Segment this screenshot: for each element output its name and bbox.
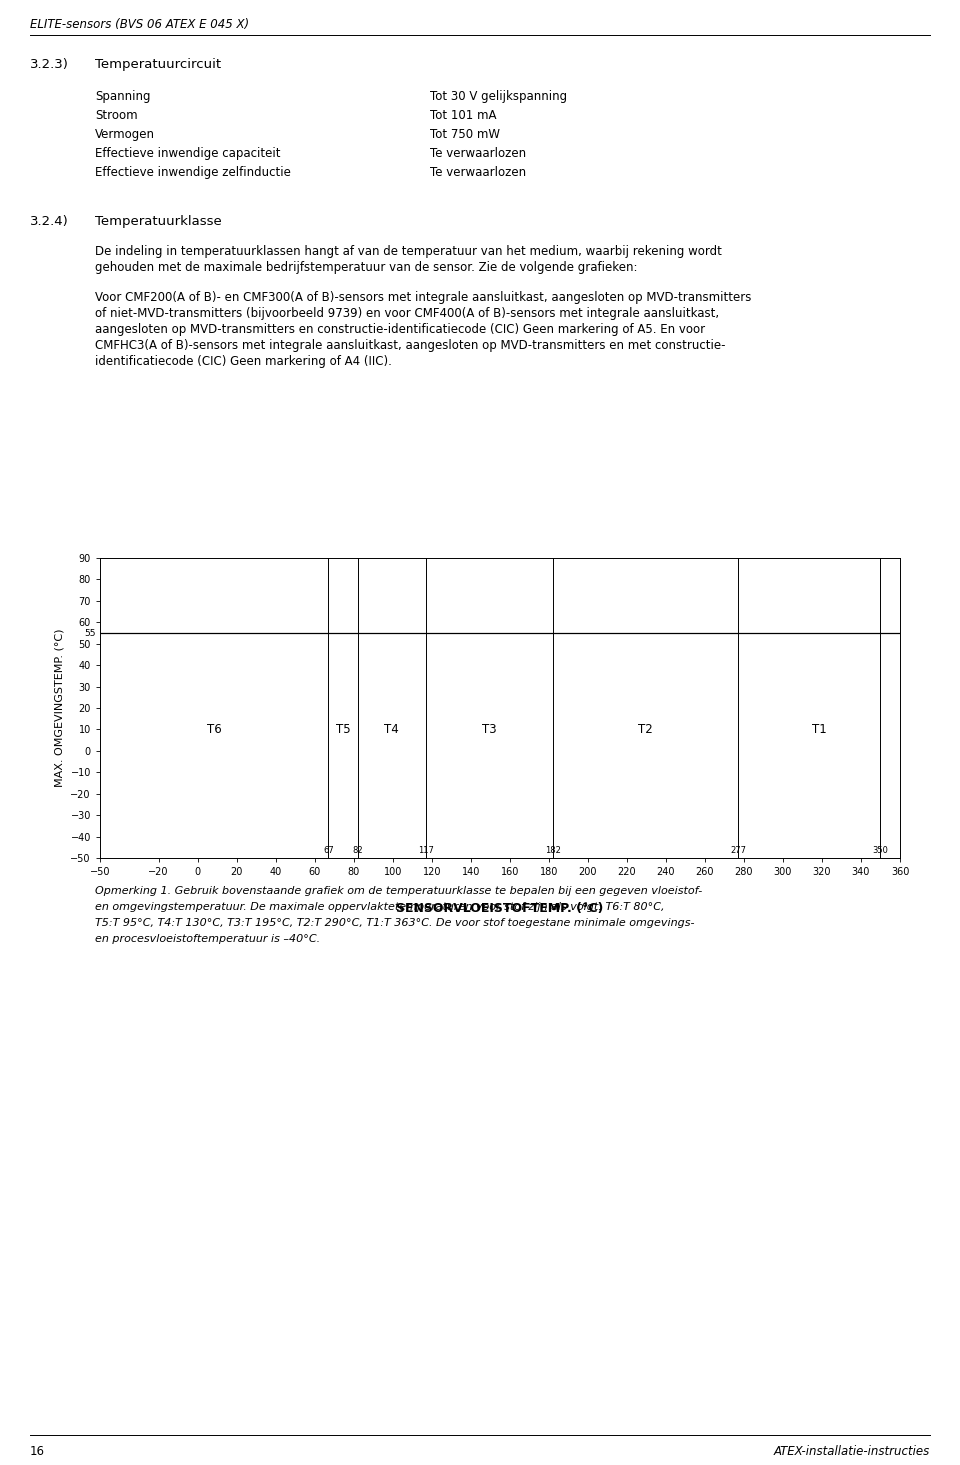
Text: T1: T1: [811, 722, 827, 735]
Text: ELITE-sensors (BVS 06 ATEX E 045 X): ELITE-sensors (BVS 06 ATEX E 045 X): [30, 18, 250, 31]
Text: T3: T3: [482, 722, 496, 735]
Text: Voor CMF200(A of B)- en CMF300(A of B)-sensors met integrale aansluitkast, aange: Voor CMF200(A of B)- en CMF300(A of B)-s…: [95, 292, 752, 305]
Text: Te verwaarlozen: Te verwaarlozen: [430, 166, 526, 179]
Text: T5: T5: [336, 722, 350, 735]
X-axis label: SENSORVLOEISTOFTEMP. (°C): SENSORVLOEISTOFTEMP. (°C): [396, 902, 604, 916]
Text: T4: T4: [384, 722, 399, 735]
Text: 55: 55: [84, 628, 96, 637]
Text: of niet-MVD-transmitters (bijvoorbeeld 9739) en voor CMF400(A of B)-sensors met : of niet-MVD-transmitters (bijvoorbeeld 9…: [95, 308, 719, 319]
Text: 350: 350: [873, 845, 888, 854]
Text: Stroom: Stroom: [95, 108, 137, 122]
Text: en procesvloeistoftemperatuur is –40°C.: en procesvloeistoftemperatuur is –40°C.: [95, 935, 320, 943]
Text: T2: T2: [638, 722, 653, 735]
Text: identificatiecode (CIC) Geen markering of A4 (IIC).: identificatiecode (CIC) Geen markering o…: [95, 355, 392, 368]
Text: Effectieve inwendige capaciteit: Effectieve inwendige capaciteit: [95, 146, 280, 160]
Text: ATEX-installatie-instructies: ATEX-installatie-instructies: [774, 1444, 930, 1458]
Text: T6: T6: [206, 722, 222, 735]
Text: Te verwaarlozen: Te verwaarlozen: [430, 146, 526, 160]
Text: T5:T 95°C, T4:T 130°C, T3:T 195°C, T2:T 290°C, T1:T 363°C. De voor stof toegesta: T5:T 95°C, T4:T 130°C, T3:T 195°C, T2:T …: [95, 919, 694, 927]
Text: CMFHC3(A of B)-sensors met integrale aansluitkast, aangesloten op MVD-transmitte: CMFHC3(A of B)-sensors met integrale aan…: [95, 338, 726, 352]
Text: Vermogen: Vermogen: [95, 127, 155, 141]
Text: gehouden met de maximale bedrijfstemperatuur van de sensor. Zie de volgende graf: gehouden met de maximale bedrijfstempera…: [95, 261, 637, 274]
Text: Effectieve inwendige zelfinductie: Effectieve inwendige zelfinductie: [95, 166, 291, 179]
Text: 117: 117: [418, 845, 434, 854]
Text: Temperatuurcircuit: Temperatuurcircuit: [95, 59, 221, 70]
Text: De indeling in temperatuurklassen hangt af van de temperatuur van het medium, wa: De indeling in temperatuurklassen hangt …: [95, 245, 722, 258]
Text: 3.2.4): 3.2.4): [30, 215, 69, 229]
Text: 67: 67: [323, 845, 334, 854]
Text: Temperatuurklasse: Temperatuurklasse: [95, 215, 222, 229]
Text: Tot 101 mA: Tot 101 mA: [430, 108, 496, 122]
Text: Opmerking 1. Gebruik bovenstaande grafiek om de temperatuurklasse te bepalen bij: Opmerking 1. Gebruik bovenstaande grafie…: [95, 886, 703, 897]
Text: aangesloten op MVD-transmitters en constructie-identificatiecode (CIC) Geen mark: aangesloten op MVD-transmitters en const…: [95, 322, 706, 335]
Text: 82: 82: [352, 845, 363, 854]
Text: Tot 750 mW: Tot 750 mW: [430, 127, 500, 141]
Text: 3.2.3): 3.2.3): [30, 59, 69, 70]
Y-axis label: MAX. OMGEVINGSTEMP. (°C): MAX. OMGEVINGSTEMP. (°C): [55, 628, 65, 787]
Text: 182: 182: [544, 845, 561, 854]
Text: 277: 277: [730, 845, 746, 854]
Text: Tot 30 V gelijkspanning: Tot 30 V gelijkspanning: [430, 89, 567, 103]
Text: 16: 16: [30, 1444, 45, 1458]
Text: en omgevingstemperatuur. De maximale oppervlaktetemperaturen voor stof zijn als : en omgevingstemperatuur. De maximale opp…: [95, 902, 664, 913]
Text: Spanning: Spanning: [95, 89, 151, 103]
